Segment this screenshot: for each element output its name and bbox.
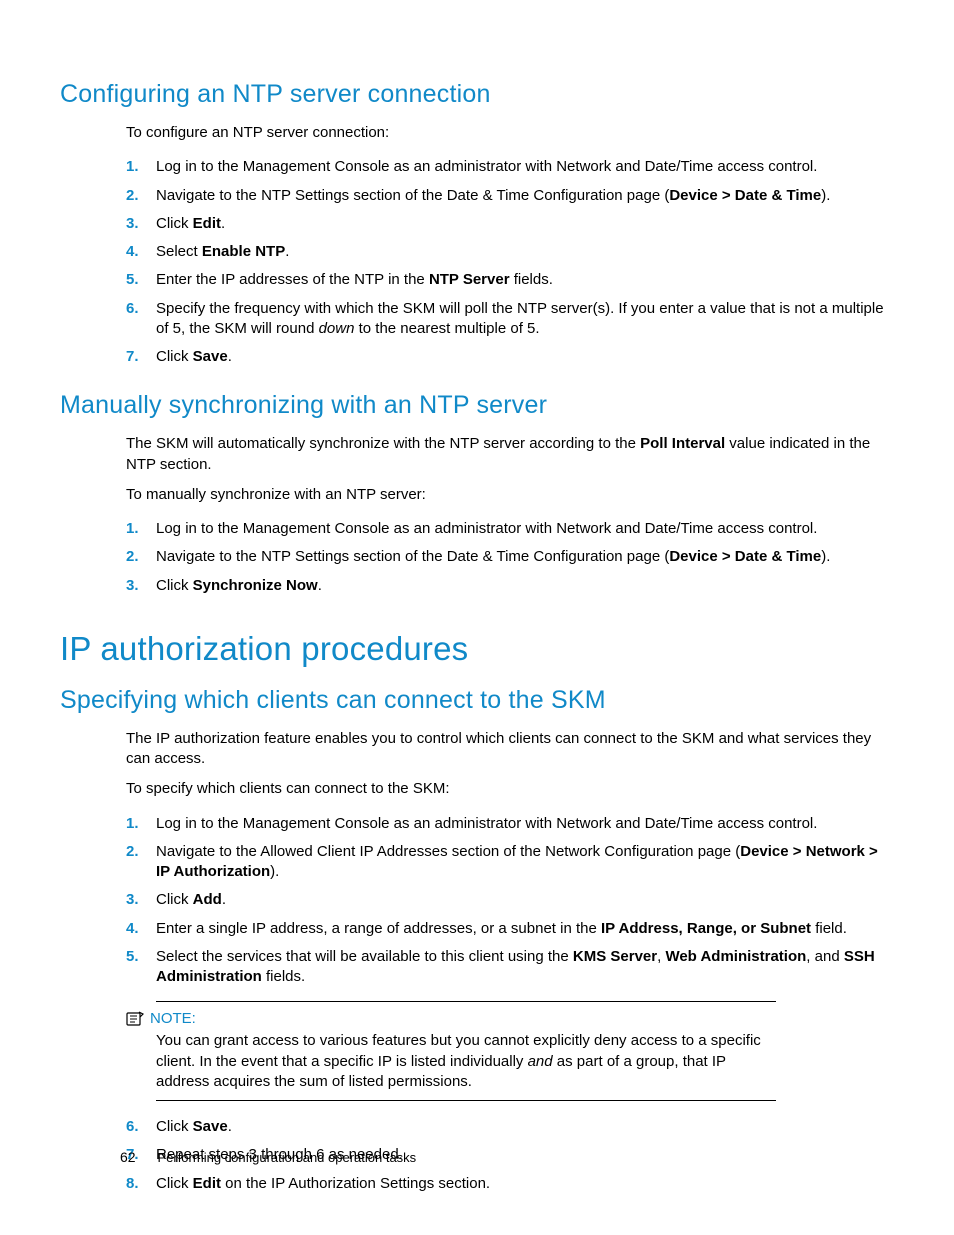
note-header: NOTE: [126,1010,776,1027]
list-item: 3. Click Add. [126,886,884,914]
list-item: 3. Click Synchronize Now. [126,572,884,600]
step-text: Click Save. [156,1118,232,1135]
page-number: 62 [120,1149,136,1165]
step-number: 1. [126,814,150,834]
page-footer: 62 Performing configuration and operatio… [120,1149,416,1165]
step-number: 3. [126,214,150,234]
note-label: NOTE: [150,1010,196,1027]
list-item: 1. Log in to the Management Console as a… [126,153,884,181]
step-text: Click Add. [156,891,226,908]
step-number: 5. [126,947,150,967]
step-number: 6. [126,299,150,319]
step-text: Enter a single IP address, a range of ad… [156,920,847,937]
section4-p1: The IP authorization feature enables you… [126,729,884,770]
section4-p2: To specify which clients can connect to … [126,779,884,799]
step-text: Enter the IP addresses of the NTP in the… [156,271,553,288]
step-text: Log in to the Management Console as an a… [156,815,817,832]
step-number: 2. [126,186,150,206]
heading-ip-authorization: IP authorization procedures [60,630,884,668]
section1-body: To configure an NTP server connection: 1… [126,123,884,371]
list-item: 6. Click Save. [126,1113,884,1141]
section2-body: The SKM will automatically synchronize w… [126,434,884,600]
section2-p1: The SKM will automatically synchronize w… [126,434,884,475]
step-text: Click Save. [156,348,232,365]
step-text: Navigate to the NTP Settings section of … [156,187,830,204]
list-item: 4. Select Enable NTP. [126,238,884,266]
note-body: You can grant access to various features… [156,1031,776,1092]
step-number: 2. [126,842,150,862]
heading-configuring-ntp: Configuring an NTP server connection [60,80,884,109]
note-box: NOTE: You can grant access to various fe… [156,1001,776,1101]
list-item: 1. Log in to the Management Console as a… [126,515,884,543]
list-item: 5. Enter the IP addresses of the NTP in … [126,266,884,294]
list-item: 8. Click Edit on the IP Authorization Se… [126,1170,884,1198]
step-text: Log in to the Management Console as an a… [156,158,817,175]
step-number: 8. [126,1174,150,1194]
list-item: 6. Specify the frequency with which the … [126,295,884,344]
step-number: 6. [126,1117,150,1137]
step-number: 1. [126,157,150,177]
section2-steps: 1. Log in to the Management Console as a… [126,515,884,600]
list-item: 1. Log in to the Management Console as a… [126,810,884,838]
step-number: 4. [126,919,150,939]
document-page: Configuring an NTP server connection To … [0,0,954,1235]
step-number: 5. [126,270,150,290]
list-item: 2. Navigate to the Allowed Client IP Add… [126,838,884,887]
list-item: 2. Navigate to the NTP Settings section … [126,182,884,210]
step-text: Select Enable NTP. [156,243,289,260]
section1-intro: To configure an NTP server connection: [126,123,884,143]
step-text: Click Edit on the IP Authorization Setti… [156,1175,490,1192]
list-item: 3. Click Edit. [126,210,884,238]
step-text: Specify the frequency with which the SKM… [156,300,884,337]
list-item: 7. Click Save. [126,343,884,371]
section2-p2: To manually synchronize with an NTP serv… [126,485,884,505]
step-text: Click Edit. [156,215,225,232]
footer-chapter-title: Performing configuration and operation t… [157,1150,416,1165]
step-number: 3. [126,890,150,910]
step-text: Click Synchronize Now. [156,577,322,594]
list-item: 4. Enter a single IP address, a range of… [126,915,884,943]
step-number: 1. [126,519,150,539]
list-item: 5. Select the services that will be avai… [126,943,884,992]
step-number: 4. [126,242,150,262]
section4-steps-a: 1. Log in to the Management Console as a… [126,810,884,992]
section1-steps: 1. Log in to the Management Console as a… [126,153,884,371]
note-icon [126,1011,144,1027]
step-number: 2. [126,547,150,567]
heading-manual-sync: Manually synchronizing with an NTP serve… [60,391,884,420]
step-text: Navigate to the Allowed Client IP Addres… [156,843,878,880]
heading-specifying-clients: Specifying which clients can connect to … [60,686,884,715]
list-item: 2. Navigate to the NTP Settings section … [126,543,884,571]
step-text: Navigate to the NTP Settings section of … [156,548,830,565]
step-number: 3. [126,576,150,596]
section4-body: The IP authorization feature enables you… [126,729,884,1198]
step-text: Select the services that will be availab… [156,948,875,985]
step-text: Log in to the Management Console as an a… [156,520,817,537]
step-number: 7. [126,347,150,367]
